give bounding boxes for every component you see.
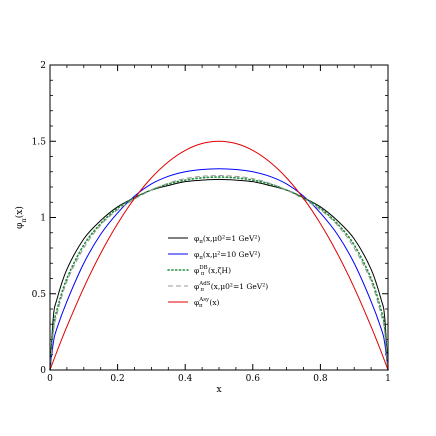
y-tick-label: 2 xyxy=(40,61,46,71)
legend-entry-2: φDB π (x,ζH) xyxy=(194,265,231,277)
series-line-2 xyxy=(49,176,389,371)
x-tick-label: 0.6 xyxy=(246,374,261,384)
x-tick-label: 1 xyxy=(385,374,391,384)
series-line-4 xyxy=(49,140,389,371)
y-tick-label: 1.5 xyxy=(32,137,47,147)
series-line-0 xyxy=(49,178,389,371)
legend-entry-1: φπ(x,μ²=10 GeV²) xyxy=(194,250,260,261)
plot-frame xyxy=(49,64,389,371)
legend-entry-4: φAsy π (x) xyxy=(194,297,220,309)
x-axis-label: x xyxy=(216,385,221,395)
legend-entry-0: φπ(x,μ0²=1 GeV²) xyxy=(194,234,260,245)
y-tick-label: 0.5 xyxy=(32,290,47,300)
x-tick-label: 0.4 xyxy=(178,374,193,384)
x-tick-label: 0.2 xyxy=(110,374,124,384)
y-axis-label: φπ(x) xyxy=(14,206,28,229)
series-line-1 xyxy=(49,168,389,371)
x-tick-label: 0 xyxy=(47,374,53,384)
series-line-3 xyxy=(49,175,389,371)
x-tick-label: 0.8 xyxy=(313,374,328,384)
tick-labels: 0 0.2 0.4 0.6 0.8 1 0 0.5 1 1.5 2 xyxy=(32,61,391,384)
y-tick-label: 1 xyxy=(40,214,46,224)
legend: φπ(x,μ0²=1 GeV²) φπ(x,μ²=10 GeV²) φDB π (x,ζ… xyxy=(167,234,268,309)
series-layer xyxy=(49,140,389,371)
legend-entry-3: φAdS π (x,μ0²=1 GeV²) xyxy=(194,281,268,293)
y-tick-label: 0 xyxy=(40,366,46,376)
